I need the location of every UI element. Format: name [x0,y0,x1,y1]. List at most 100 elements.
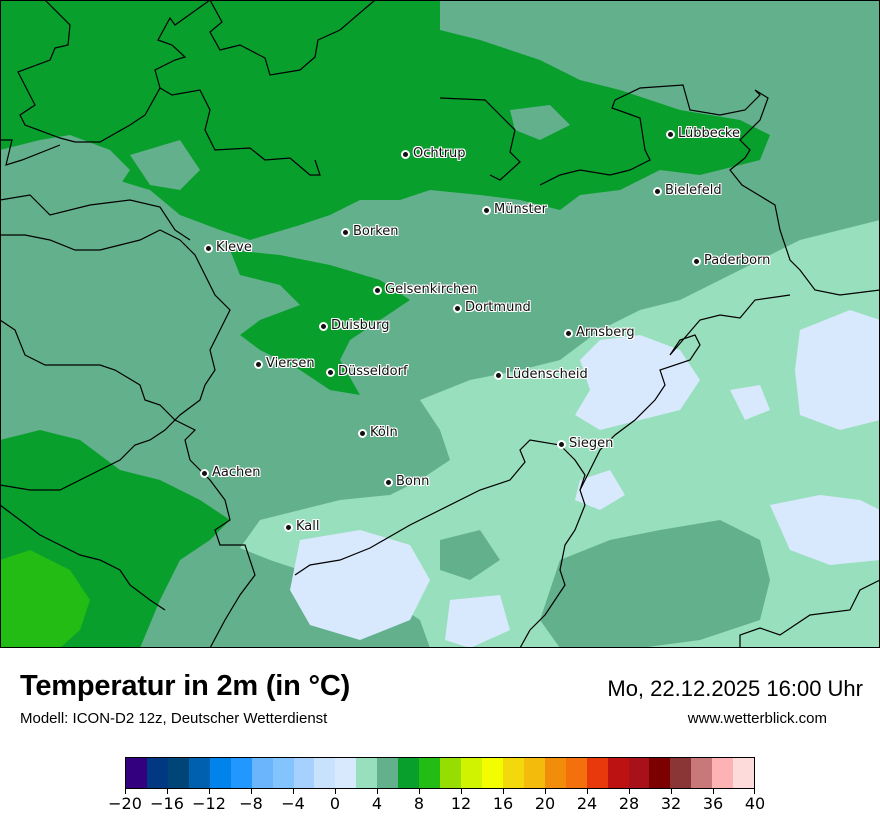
city-label: Arnsberg [576,325,635,340]
colorbar-segment [356,758,378,788]
colorbar-segment [146,758,168,788]
city-marker: Kall [284,520,320,534]
city-dot-icon [401,149,410,159]
city-dot-icon [200,468,209,478]
colorbar-tick [167,789,168,794]
colorbar-segment [502,758,524,788]
city-dot-icon [453,303,462,313]
model-source: Modell: ICON-D2 12z, Deutscher Wetterdie… [20,710,328,727]
city-dot-icon [564,328,573,338]
forecast-datetime: Mo, 22.12.2025 16:00 Uhr [607,676,863,701]
city-marker: Lübbecke [666,127,740,141]
city-marker: Viersen [254,357,315,371]
colorbar-tick-label: 32 [660,794,682,813]
colorbar-segment [335,758,357,788]
city-dot-icon [326,367,335,377]
colorbar-segment [733,758,755,788]
colorbar-segment [167,758,189,788]
temperature-colorbar [125,757,755,789]
city-dot-icon [494,370,503,380]
colorbar-segment [398,758,420,788]
city-label: Viersen [266,356,315,371]
city-dot-icon [373,285,382,295]
colorbar-tick [335,789,336,794]
colorbar-segment [670,758,692,788]
colorbar-tick-label: 24 [576,794,598,813]
city-label: Paderborn [704,253,771,268]
city-label: Düsseldorf [338,364,408,379]
city-dot-icon [557,439,566,449]
city-marker: Bonn [384,475,429,489]
city-dot-icon [666,129,675,139]
colorbar-segment [461,758,482,788]
city-dot-icon [319,321,328,331]
website-link[interactable]: www.wetterblick.com [687,710,827,727]
colorbar-segment [607,758,629,788]
city-marker: Borken [341,225,399,239]
colorbar-tick-label: −16 [150,794,184,813]
colorbar-tick [293,789,294,794]
colorbar-segment [251,758,273,788]
city-marker: Köln [358,426,398,440]
city-marker: Aachen [200,466,260,480]
city-marker: Gelsenkirchen [373,283,478,297]
colorbar-segment [628,758,650,788]
colorbar-ticks: −20 −16 −12 −8 −4 0 4 8 12 16 20 24 28 32 36 40 [108,789,765,819]
colorbar-segment [272,758,294,788]
colorbar-tick-label: 0 [329,794,341,813]
colorbar-tick [587,789,588,794]
colorbar-segment [649,758,671,788]
city-dot-icon [482,205,491,215]
colorbar-segment [481,758,503,788]
city-dot-icon [692,256,701,266]
colorbar-tick [629,789,630,794]
city-marker: Lüdenscheid [494,368,588,382]
colorbar-segment [126,758,147,788]
city-label: Lübbecke [678,126,740,141]
city-marker: Dortmund [453,301,531,315]
city-label: Dortmund [465,300,531,315]
city-label: Ochtrup [413,146,466,161]
colorbar-tick-label: 8 [413,794,425,813]
colorbar-tick-label: −4 [281,794,305,813]
city-dot-icon [384,477,393,487]
colorbar-tick-label: −8 [239,794,263,813]
colorbar-tick [209,789,210,794]
colorbar-segment [230,758,252,788]
colorbar-tick-label: 16 [492,794,514,813]
city-label: Bielefeld [665,183,722,198]
city-marker: Arnsberg [564,326,635,340]
colorbar-tick-label: −12 [192,794,226,813]
city-dot-icon [341,227,350,237]
temperature-map: Ochtrup Lübbecke Bielefeld Münster Borken Kle… [0,0,880,648]
colorbar-tick-label: 36 [702,794,724,813]
city-dot-icon [653,186,662,196]
colorbar-tick-label: 4 [371,794,383,813]
city-label: Münster [494,202,547,217]
colorbar-segment [586,758,608,788]
colorbar-segment [523,758,545,788]
city-label: Borken [353,224,399,239]
colorbar-tick [419,789,420,794]
colorbar-tick [377,789,378,794]
colorbar-segment [565,758,587,788]
city-label: Köln [370,425,398,440]
colorbar-tick [125,789,126,794]
map-title: Temperatur in 2m (in °C) [20,670,351,702]
colorbar-tick [251,789,252,794]
colorbar-segment [691,758,713,788]
colorbar-tick-label: 12 [450,794,472,813]
city-label: Lüdenscheid [506,367,588,382]
colorbar-segment [293,758,315,788]
colorbar-tick [671,789,672,794]
colorbar-tick [713,789,714,794]
city-label: Siegen [569,436,614,451]
colorbar-tick [754,789,755,794]
colorbar-segment [209,758,231,788]
colorbar-segment [188,758,210,788]
city-marker: Paderborn [692,254,770,268]
colorbar-tick-label: −20 [108,794,142,813]
colorbar-tick [503,789,504,794]
city-dot-icon [284,522,293,532]
colorbar-tick-label: 20 [534,794,556,813]
